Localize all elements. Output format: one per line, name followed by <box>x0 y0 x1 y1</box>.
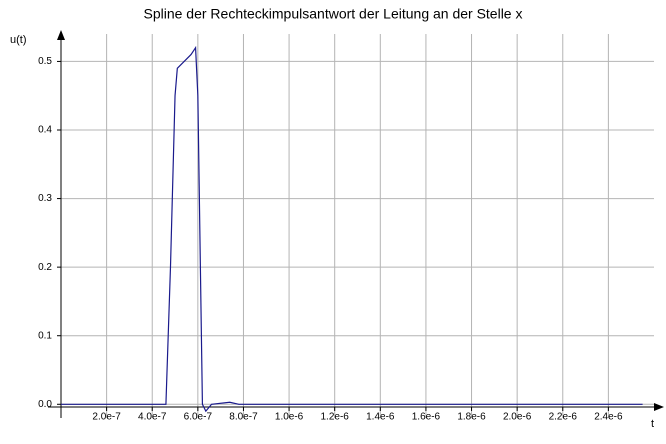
x-tick-label: 6.0e-7 <box>184 412 213 423</box>
data-line <box>61 45 643 413</box>
x-tick-label: 1.2e-6 <box>321 412 350 423</box>
y-tick-label: 0.4 <box>38 125 52 136</box>
x-tick-label: 2.4e-6 <box>594 412 623 423</box>
x-tick-label: 2.2e-6 <box>549 412 578 423</box>
x-tick-label: 8.0e-7 <box>229 412 258 423</box>
x-axis-arrow <box>654 403 664 411</box>
x-tick-label: 1.8e-6 <box>457 412 486 423</box>
x-tick-label: 4.0e-7 <box>138 412 167 423</box>
y-axis-label: u(t) <box>10 34 27 46</box>
y-tick-label: 0.0 <box>38 399 52 410</box>
grid <box>61 34 654 418</box>
y-tick-label: 0.2 <box>38 262 52 273</box>
y-tick-label: 0.3 <box>38 193 52 204</box>
x-tick-label: 1.4e-6 <box>366 412 395 423</box>
x-tick-label: 1.6e-6 <box>412 412 441 423</box>
y-tick-label: 0.5 <box>38 56 52 67</box>
x-tick-label: 2.0e-6 <box>503 412 532 423</box>
y-axis-arrow <box>57 30 65 40</box>
chart-title: Spline der Rechteckimpulsantwort der Lei… <box>144 6 523 22</box>
x-axis-label: t <box>651 418 654 430</box>
y-tick-label: 0.1 <box>38 330 52 341</box>
x-tick-label: 2.0e-7 <box>92 412 121 423</box>
x-tick-label: 1.0e-6 <box>275 412 304 423</box>
